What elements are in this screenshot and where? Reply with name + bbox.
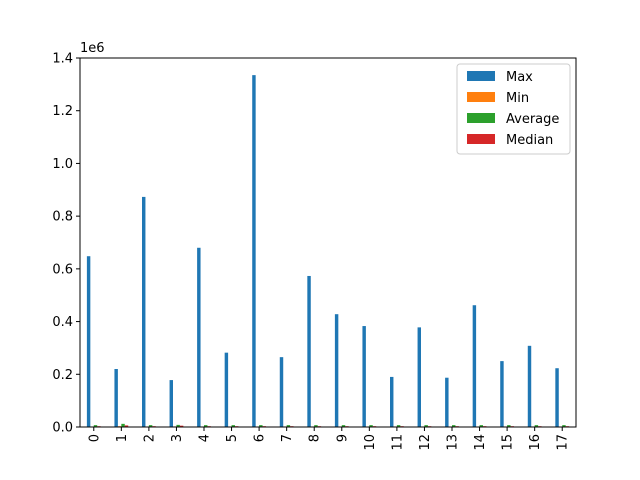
bar-average-1: [121, 423, 125, 427]
bar-max-0: [86, 256, 91, 427]
legend-label-min: Min: [506, 91, 529, 106]
legend: Max Min Average Median: [456, 63, 571, 155]
bar-average-15: [507, 425, 511, 427]
x-tick-label: 4: [198, 434, 213, 442]
bar-max-15: [500, 361, 504, 427]
bar-average-0: [93, 425, 98, 427]
legend-label-max: Max: [506, 70, 533, 85]
y-tick-label: 1.4: [52, 52, 73, 67]
x-tick-label: 11: [390, 434, 405, 451]
y-tick-label: 1.0: [52, 157, 73, 172]
axes-frame: [79, 57, 577, 428]
bar-max-12: [417, 327, 421, 427]
bar-max-8: [307, 275, 311, 427]
legend-label-median: Median: [506, 133, 553, 148]
x-tick-label: 8: [308, 434, 323, 442]
legend-swatch-min: [467, 92, 495, 102]
y-axis: 0.0 0.2 0.4 0.6 0.8 1.0 1.2 1.4: [52, 52, 80, 436]
x-tick-label: 12: [418, 434, 433, 451]
x-tick-label: 15: [501, 434, 516, 451]
bar-max-9: [334, 314, 339, 427]
bar-max-10: [362, 326, 366, 427]
legend-swatch-max: [467, 71, 495, 81]
legend-swatch-median: [467, 134, 495, 144]
x-tick-label: 6: [253, 434, 268, 442]
y-tick-label: 0.6: [52, 262, 73, 277]
bar-max-6: [252, 75, 256, 427]
x-tick-label: 0: [87, 434, 102, 442]
bar-median-1: [124, 425, 129, 427]
bar-average-16: [534, 425, 539, 427]
bar-average-12: [424, 425, 428, 427]
legend-label-average: Average: [506, 112, 559, 127]
x-tick-label: 7: [280, 434, 295, 442]
bar-average-5: [231, 425, 235, 427]
bar-average-6: [259, 425, 263, 427]
bar-average-11: [396, 425, 401, 427]
bar-average-2: [148, 425, 153, 427]
bar-max-11: [390, 376, 394, 427]
bar-average-10: [369, 425, 373, 427]
bar-average-3: [176, 424, 180, 427]
x-tick-label: 17: [556, 434, 571, 451]
x-tick-label: 13: [446, 434, 461, 451]
x-tick-label: 10: [363, 434, 378, 451]
bar-max-5: [224, 352, 229, 427]
x-tick-label: 16: [528, 434, 543, 451]
bar-max-1: [114, 369, 118, 427]
x-tick-label: 2: [142, 434, 157, 442]
x-tick-label: 1: [115, 434, 130, 442]
bar-max-17: [555, 368, 559, 427]
bar-average-9: [341, 425, 346, 427]
bar-max-14: [472, 305, 477, 427]
bar-average-13: [452, 425, 456, 427]
legend-box: [456, 63, 571, 155]
bar-max-4: [197, 247, 201, 427]
bar-max-2: [142, 196, 146, 427]
x-tick-label: 3: [170, 434, 185, 442]
bar-average-14: [479, 425, 483, 427]
bar-max-3: [169, 380, 173, 427]
y-tick-label: 0.8: [52, 210, 73, 225]
x-tick-label: 9: [335, 434, 350, 442]
bar-max-7: [279, 357, 284, 427]
bar-average-8: [314, 425, 318, 427]
y-tick-label: 0.4: [52, 315, 73, 330]
y-tick-label: 0.0: [52, 421, 73, 436]
bar-median-3: [179, 425, 184, 427]
x-tick-label: 14: [473, 434, 488, 451]
bar-average-17: [562, 425, 566, 427]
bar-max-16: [527, 345, 532, 427]
legend-swatch-average: [467, 113, 495, 123]
x-axis: 0 1 2 3 4 5 6 7 8 9 10 11 12 13 14 15 16 17: [87, 427, 571, 451]
x-tick-label: 5: [225, 434, 240, 442]
bars-layer: [86, 75, 570, 427]
y-axis-offset-label: 1e6: [80, 41, 105, 56]
bar-average-4: [204, 425, 208, 427]
bar-average-7: [286, 425, 291, 427]
y-tick-label: 1.2: [52, 104, 73, 119]
bar-max-13: [445, 377, 449, 427]
y-tick-label: 0.2: [52, 368, 73, 383]
